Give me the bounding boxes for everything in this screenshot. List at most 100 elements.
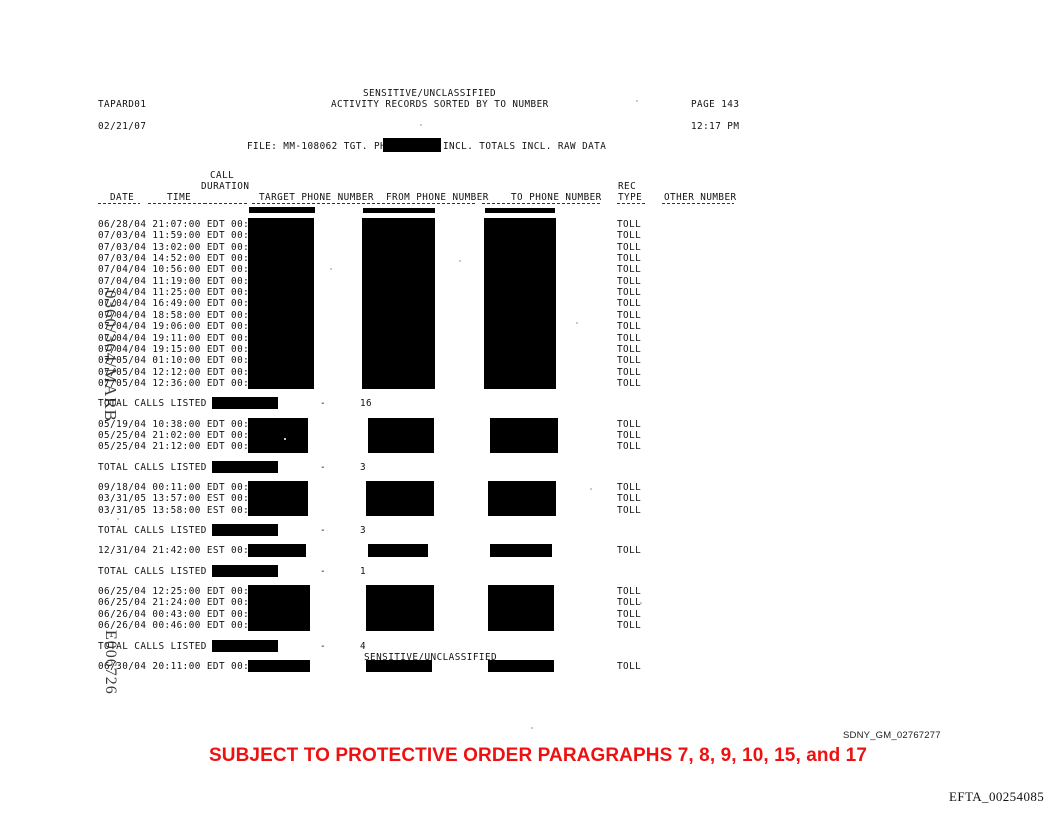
total-calls-dash: - <box>320 565 327 577</box>
table-row-rec-type: TOLL <box>617 355 642 367</box>
handwritten-vertical-stamp-upper: 0360/364/MARB <box>101 290 120 423</box>
report-id: TAPARD01 <box>98 99 147 110</box>
redaction-total-calls-number <box>212 564 278 577</box>
column-header-from-phone: FROM PHONE NUMBER <box>386 192 489 203</box>
column-header-call: CALL <box>210 170 235 181</box>
column-header-rec: REC <box>618 181 637 192</box>
redaction-target-phone-header <box>383 138 441 152</box>
table-row-rec-type: TOLL <box>617 597 642 609</box>
table-row-rec-type: TOLL <box>617 418 642 430</box>
redaction-total-calls-number <box>212 524 278 537</box>
table-row-rec-type: TOLL <box>617 298 642 310</box>
redaction-from-phone-number <box>366 659 432 673</box>
redaction-total-calls-number <box>212 639 278 652</box>
redaction-target-phone-number <box>248 417 308 453</box>
table-row-rec-type: TOLL <box>617 482 642 493</box>
table-row-rec-type: TOLL <box>617 504 642 516</box>
redaction-to-phone-number <box>490 544 552 557</box>
total-calls-dash: - <box>320 640 327 652</box>
scan-speck <box>636 100 638 102</box>
total-calls-count: 3 <box>360 525 367 537</box>
scan-speck <box>459 260 461 262</box>
total-calls-dash: - <box>320 398 327 410</box>
report-time: 12:17 PM <box>691 121 740 132</box>
redaction-from-phone-number <box>368 417 434 453</box>
redaction-total-calls-number <box>212 397 278 410</box>
redaction-total-calls-number <box>212 460 278 473</box>
table-row-rec-type: TOLL <box>617 332 642 344</box>
redaction-from-phone-number <box>366 585 434 632</box>
scan-speck <box>590 488 592 490</box>
scan-speck <box>640 602 642 604</box>
redaction-header-to-stub <box>485 208 555 213</box>
scan-speck <box>117 518 119 520</box>
column-header-to-phone: TO PHONE NUMBER <box>511 192 602 203</box>
redaction-to-phone-number <box>490 417 558 453</box>
redaction-header-from-stub <box>363 208 435 213</box>
redaction-from-phone-number <box>366 481 434 517</box>
redaction-to-phone-number <box>488 659 554 673</box>
redaction-to-phone-number <box>484 218 556 390</box>
redaction-to-phone-number <box>488 585 554 632</box>
bates-number-efta: EFTA_00254085 <box>949 789 1045 804</box>
table-row-rec-type: TOLL <box>617 275 642 287</box>
table-row-rec-type: TOLL <box>617 620 642 632</box>
table-row-rec-type: TOLL <box>617 241 642 253</box>
header-rule-duration <box>204 203 248 204</box>
classification-footer: SENSITIVE/UNCLASSIFIED <box>364 652 498 663</box>
header-rule-date <box>98 203 140 204</box>
table-row-rec-type: TOLL <box>617 545 642 557</box>
scan-speck <box>330 268 332 270</box>
header-rule-to <box>482 203 602 204</box>
column-header-other-number: OTHER NUMBER <box>664 192 737 203</box>
total-calls-count: 3 <box>360 461 367 473</box>
table-row-rec-type: TOLL <box>617 608 642 620</box>
table-row-rec-type: TOLL <box>617 309 642 321</box>
scan-speck <box>576 322 578 324</box>
redaction-header-target-stub <box>249 207 315 213</box>
redaction-target-phone-number <box>248 481 308 517</box>
table-row-rec-type: TOLL <box>617 493 642 505</box>
table-row-rec-type: TOLL <box>617 253 642 265</box>
column-header-duration: DURATION <box>201 181 250 192</box>
redaction-target-phone-number <box>248 585 310 632</box>
column-header-target-phone: TARGET PHONE NUMBER <box>259 192 374 203</box>
file-line-suffix: INCL. TOTALS INCL. RAW DATA <box>443 141 607 152</box>
column-header-time: TIME <box>167 192 192 203</box>
redaction-from-phone-number <box>362 218 435 390</box>
report-date: 02/21/07 <box>98 121 147 132</box>
column-header-type: TYPE <box>618 192 643 203</box>
redaction-target-phone-number <box>248 544 306 557</box>
table-row-rec-type: TOLL <box>617 377 642 389</box>
header-rule-time <box>148 203 208 204</box>
redaction-to-phone-number <box>488 481 556 517</box>
scan-speck <box>284 438 286 440</box>
table-row-rec-type: TOLL <box>617 441 642 453</box>
header-rule-rec <box>617 203 645 204</box>
table-row-rec-type: TOLL <box>617 366 642 378</box>
column-header-date: DATE <box>110 192 135 203</box>
classification-header: SENSITIVE/UNCLASSIFIED <box>363 88 497 99</box>
header-rule-target <box>252 203 376 204</box>
table-row-rec-type: TOLL <box>617 230 642 242</box>
header-rule-other <box>662 203 734 204</box>
bates-number-sdny: SDNY_GM_02767277 <box>843 730 941 741</box>
table-row-rec-type: TOLL <box>617 343 642 355</box>
table-row-rec-type: TOLL <box>617 264 642 276</box>
table-row-rec-type: TOLL <box>617 219 642 230</box>
page-number: PAGE 143 <box>691 99 740 110</box>
header-rule-from <box>352 203 476 204</box>
table-row-rec-type: TOLL <box>617 586 642 598</box>
redaction-from-phone-number <box>368 544 428 557</box>
total-calls-count: 16 <box>360 398 373 410</box>
handwritten-vertical-stamp-lower: E006726 <box>102 630 119 695</box>
table-row-rec-type: TOLL <box>617 287 642 299</box>
total-calls-dash: - <box>320 525 327 537</box>
table-row-rec-type: TOLL <box>617 429 642 441</box>
protective-order-stamp: SUBJECT TO PROTECTIVE ORDER PARAGRAPHS 7… <box>209 745 867 766</box>
scan-speck <box>420 124 422 126</box>
redaction-target-phone-number <box>248 659 310 673</box>
scan-speck <box>531 727 533 729</box>
total-calls-count: 1 <box>360 565 367 577</box>
